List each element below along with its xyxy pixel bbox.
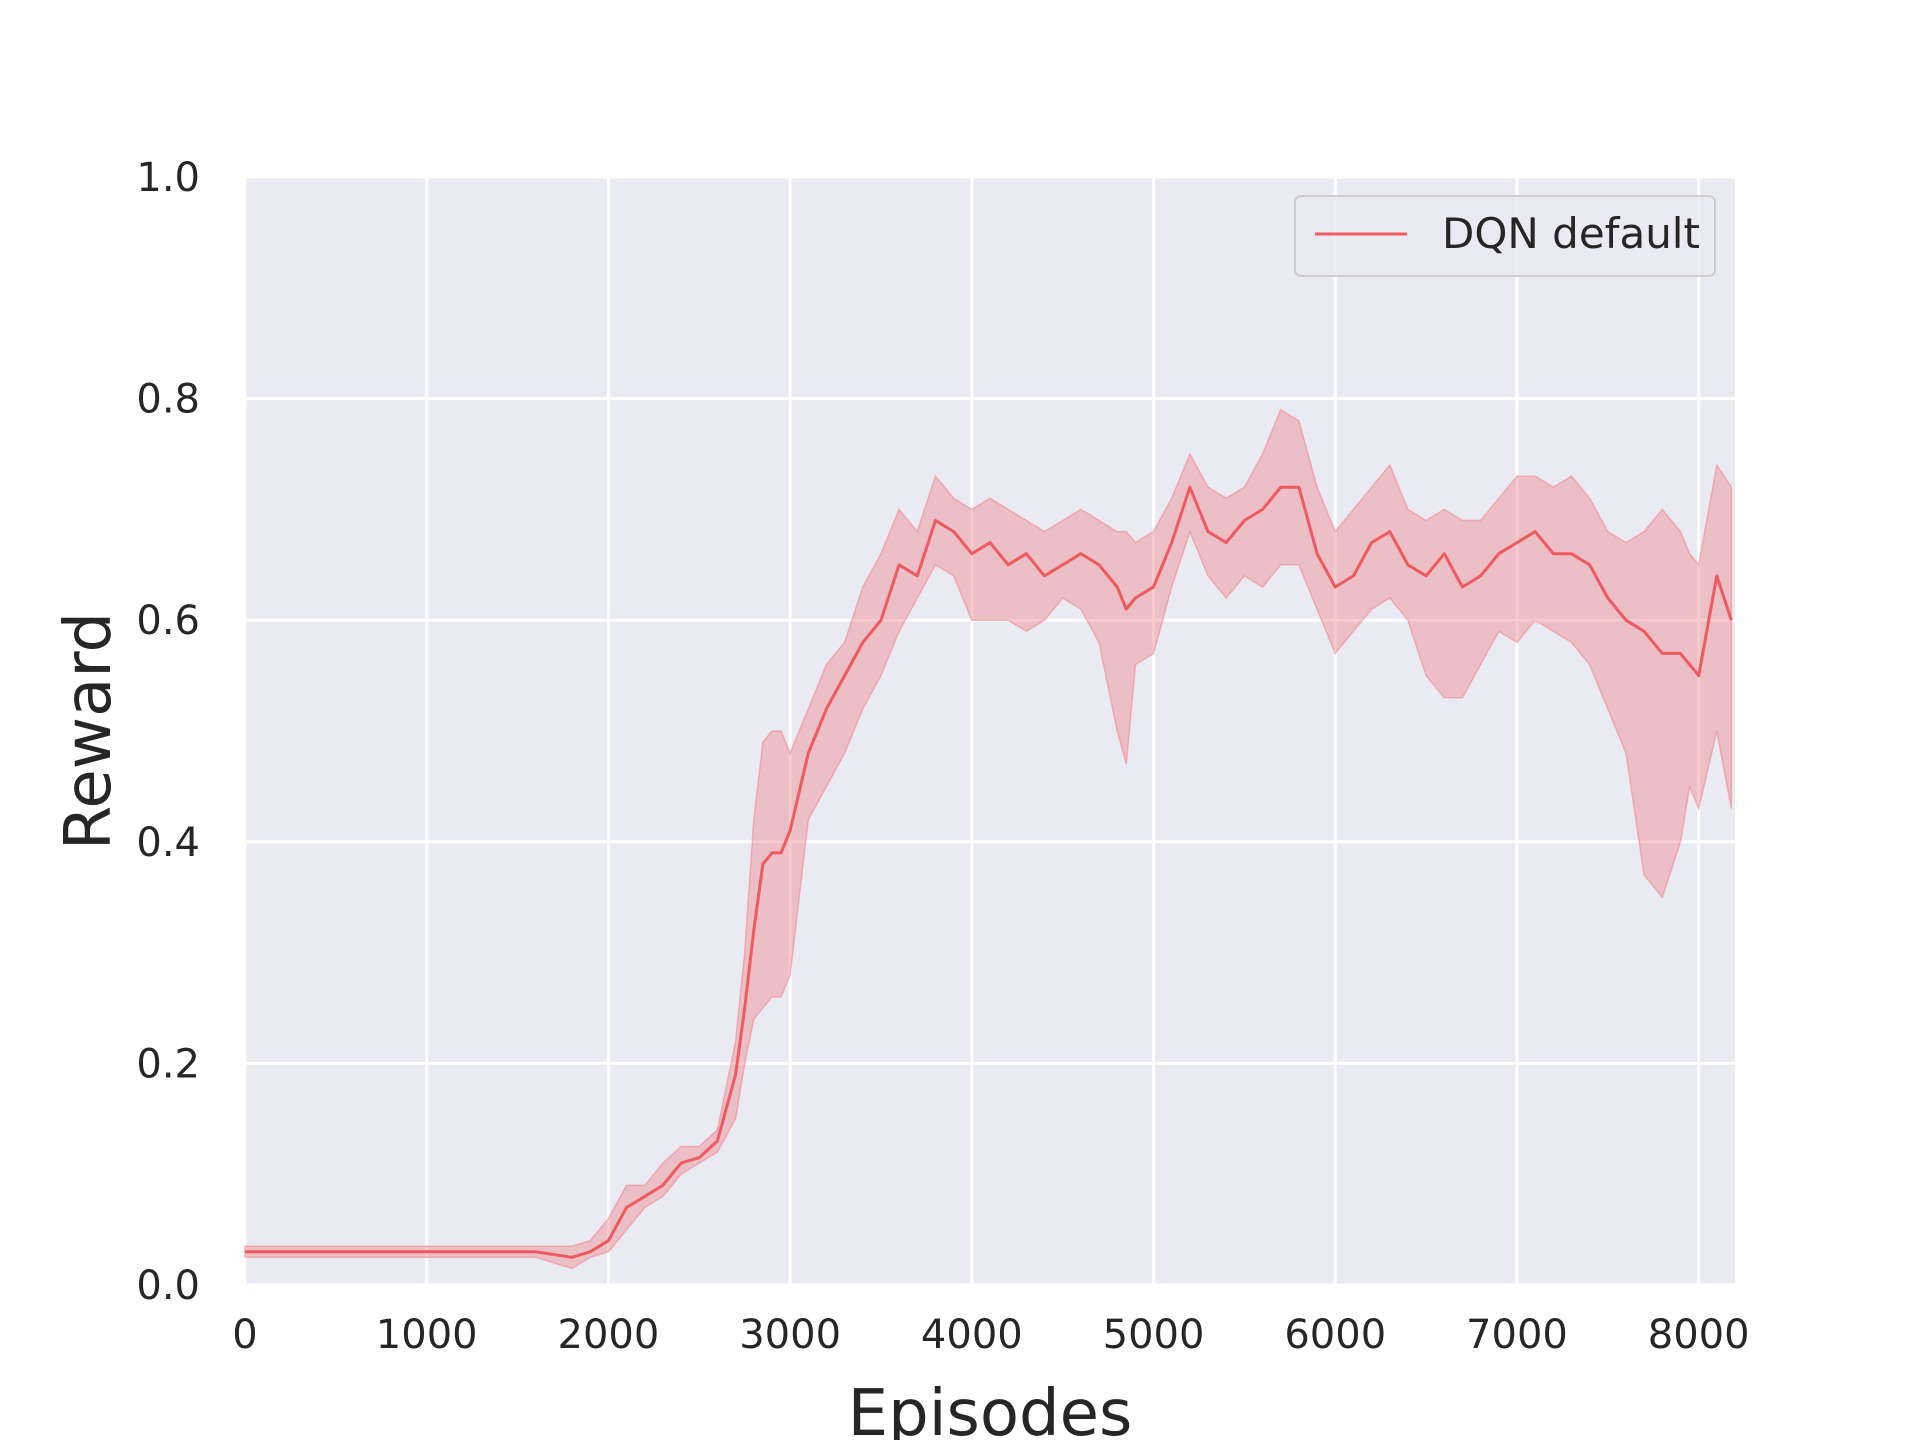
x-tick-label: 3000 xyxy=(739,1312,841,1358)
x-tick-label: 2000 xyxy=(558,1312,660,1358)
x-tick-labels: 0 1000 2000 3000 4000 5000 6000 7000 8000 xyxy=(232,1312,1749,1358)
confidence-band-layer xyxy=(244,408,1733,1270)
y-axis-title: Reward xyxy=(52,612,126,850)
legend-label: DQN default xyxy=(1442,209,1700,258)
x-tick-label: 8000 xyxy=(1648,1312,1750,1358)
y-tick-label: 0.6 xyxy=(136,598,200,644)
x-axis-title: Episodes xyxy=(848,1377,1133,1440)
legend-box xyxy=(1294,195,1716,277)
y-tick-label: 0.8 xyxy=(136,377,200,423)
y-tick-label: 0.4 xyxy=(136,820,200,866)
x-tick-label: 7000 xyxy=(1466,1312,1568,1358)
x-tick-label: 4000 xyxy=(921,1312,1023,1358)
x-tick-label: 0 xyxy=(232,1312,257,1358)
y-tick-labels: 0.0 0.2 0.4 0.6 0.8 1.0 xyxy=(136,155,200,1309)
confidence-band xyxy=(244,408,1733,1270)
x-tick-label: 5000 xyxy=(1103,1312,1205,1358)
series-line xyxy=(245,485,1733,1259)
y-tick-label: 1.0 xyxy=(136,155,200,201)
plot-area xyxy=(245,177,1735,1285)
legend: DQN default xyxy=(1294,195,1716,277)
x-tick-label: 1000 xyxy=(376,1312,478,1358)
x-tick-label: 6000 xyxy=(1284,1312,1386,1358)
y-tick-label: 0.2 xyxy=(136,1041,200,1087)
series-line-layer xyxy=(245,485,1733,1259)
y-tick-label: 0.0 xyxy=(136,1263,200,1309)
